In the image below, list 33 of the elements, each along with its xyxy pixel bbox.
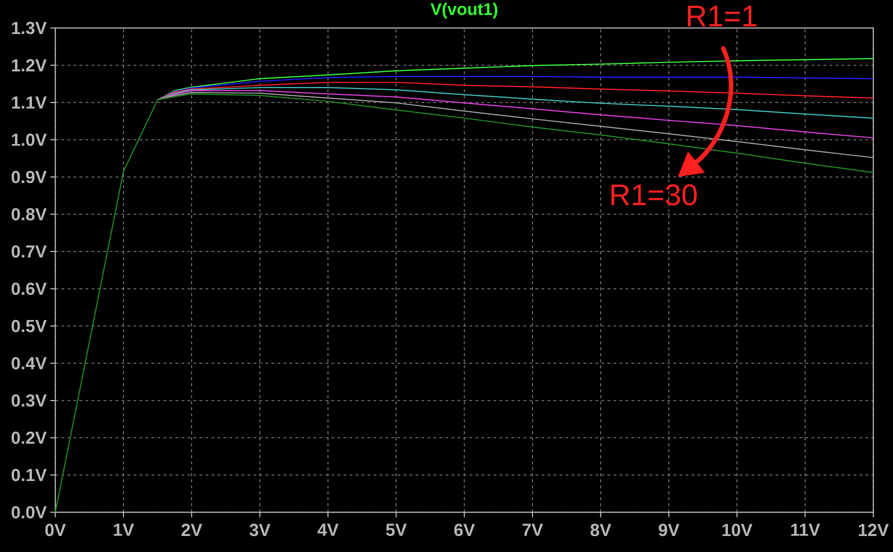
x-tick-label: 2V	[182, 524, 202, 536]
y-tick-label: 0.0V	[12, 506, 47, 518]
y-tick-label: 0.1V	[12, 468, 47, 482]
x-tick-label: 6V	[454, 524, 475, 536]
line-series	[157, 92, 874, 158]
y-tick-label: 0.8V	[12, 208, 47, 220]
x-tick-label: 11V	[791, 524, 820, 536]
line-series	[157, 87, 874, 119]
text: R1=1	[688, 6, 756, 26]
y-tick-label: 0.4V	[12, 357, 47, 370]
line-series	[54, 93, 874, 513]
y-tick-label: 1.0V	[12, 134, 47, 146]
y-tick-label: 0.3V	[12, 394, 47, 407]
x-tick-label: 3V	[250, 524, 270, 536]
y-tick-label: 1.2V	[12, 59, 47, 72]
x-tick-label: 8V	[590, 524, 612, 536]
x-tick-label: 7V	[522, 524, 544, 536]
y-tick-label: 1.1V	[12, 96, 47, 108]
x-tick-label: 0V	[45, 524, 66, 536]
chart-title: V(vout1)	[430, 2, 498, 18]
y-tick-label: 1.3V	[12, 22, 47, 34]
x-tick-label: 9V	[658, 524, 680, 536]
y-tick-label: 0.2V	[12, 432, 47, 444]
y-tick-label: 0.9V	[12, 170, 47, 184]
x-tick-label: 5V	[386, 524, 407, 536]
x-tick-label: 4V	[318, 524, 339, 536]
annotation: R1=30	[611, 184, 697, 206]
y-tick-label: 0.6V	[12, 282, 47, 295]
x-tick-label: 1V	[114, 524, 134, 536]
x-tick-label: 12V	[858, 524, 889, 536]
x-tick-label: 10V	[722, 524, 752, 536]
y-tick-label: 0.7V	[12, 245, 47, 258]
y-tick-label: 0.5V	[12, 320, 47, 332]
